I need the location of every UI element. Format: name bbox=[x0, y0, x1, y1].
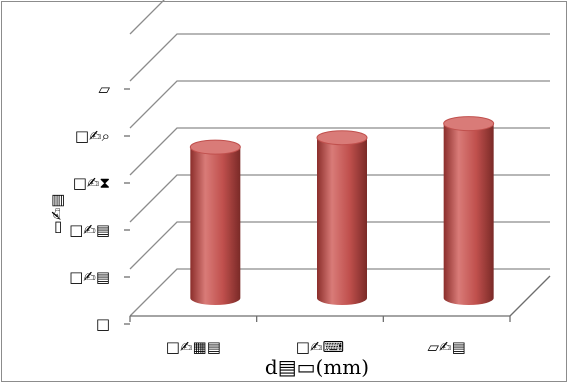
bar-body bbox=[443, 123, 494, 305]
y-tick-label: □ bbox=[96, 315, 110, 333]
x-axis-title: d▤▭(mm) bbox=[265, 355, 369, 379]
gridline bbox=[129, 0, 165, 35]
gridlines bbox=[129, 0, 550, 317]
y-tick-label: □✍▤ bbox=[69, 268, 110, 286]
gridline bbox=[129, 33, 550, 82]
bar-top-cap bbox=[316, 130, 368, 146]
axes bbox=[124, 88, 551, 325]
bar bbox=[316, 130, 368, 305]
bar bbox=[189, 139, 241, 305]
x-category-label: ▱✍▤ bbox=[428, 338, 466, 356]
x-category-label: □✍▦▤ bbox=[166, 338, 221, 356]
gridline bbox=[129, 127, 550, 176]
y-tick-label: ▱ bbox=[98, 80, 110, 98]
bar-body bbox=[190, 147, 241, 305]
gridline bbox=[129, 174, 550, 223]
bar-top-cap bbox=[189, 139, 241, 155]
y-axis-title: ▭✍▤ bbox=[48, 194, 66, 235]
gridline bbox=[129, 80, 550, 129]
floor-edge bbox=[509, 275, 551, 317]
x-category-label: □✍⌨ bbox=[296, 338, 344, 356]
y-tick-label: □✍⧗ bbox=[73, 174, 110, 192]
gridline bbox=[129, 268, 550, 317]
gridline bbox=[129, 221, 550, 270]
y-tick-label: □✍▤ bbox=[69, 221, 110, 239]
bar bbox=[443, 116, 495, 305]
bar-top-cap bbox=[443, 116, 495, 132]
y-tick-label: □✍⌕ bbox=[75, 127, 110, 145]
bars bbox=[189, 116, 495, 305]
labels: □ □✍▤ □✍▤ □✍⧗ □✍⌕ ▱ □✍▦▤ □✍⌨ ▱✍▤ ▭✍▤ d▤▭(mm) bbox=[48, 80, 466, 379]
bar-body bbox=[317, 137, 367, 305]
